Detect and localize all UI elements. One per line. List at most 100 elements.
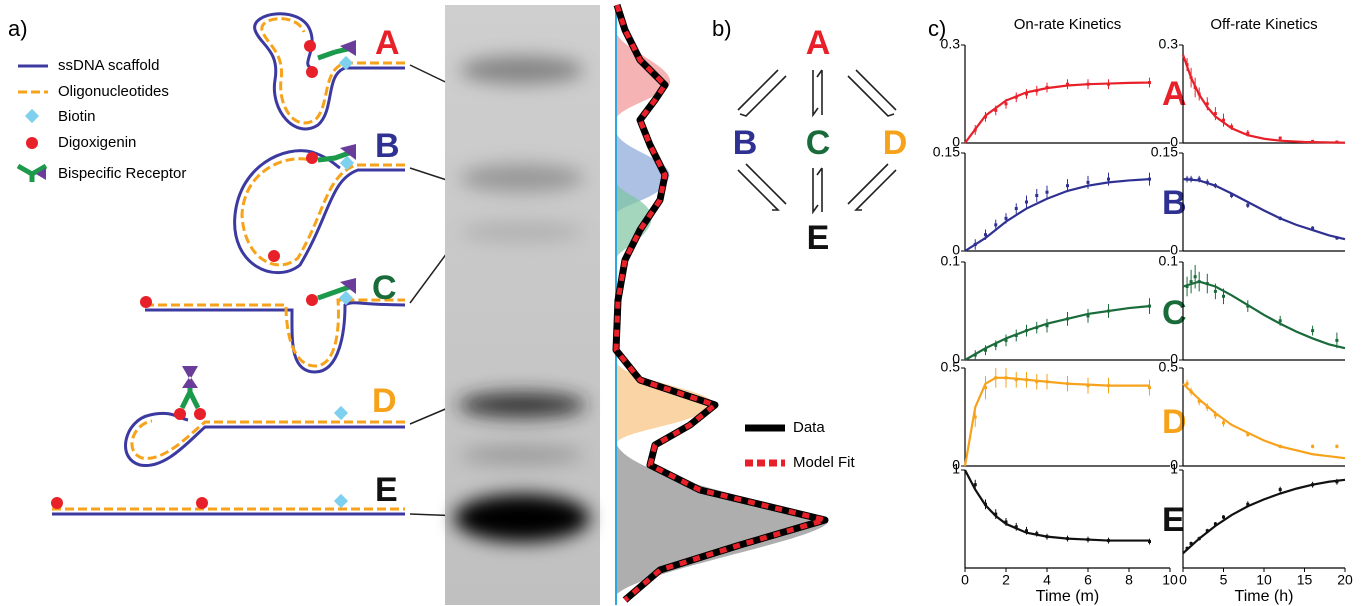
data-point [1005, 217, 1008, 220]
legend-label: Bispecific Receptor [58, 165, 186, 182]
legend-label: Digoxigenin [58, 134, 136, 151]
data-point [1066, 317, 1069, 320]
digoxigenin [174, 408, 186, 420]
species-label: C [372, 269, 397, 307]
data-point [1087, 83, 1090, 86]
data-point [994, 109, 997, 112]
data-point [1087, 314, 1090, 317]
species-label: E [1162, 501, 1185, 539]
fit-line [1183, 384, 1345, 458]
intensity-profile: Data Model Fit [616, 5, 856, 605]
data-point [1222, 295, 1225, 298]
data-point [1025, 93, 1028, 96]
data-point [1279, 445, 1282, 448]
data-point [1214, 522, 1217, 525]
data-point [1222, 421, 1225, 424]
data-point [1246, 433, 1249, 436]
data-point [1025, 329, 1028, 332]
data-point [1198, 280, 1201, 283]
data-point [1279, 217, 1282, 220]
data-point [1214, 290, 1217, 293]
data-point [974, 128, 977, 131]
data-point [1148, 540, 1151, 543]
data-point [974, 243, 977, 246]
data-point [1335, 445, 1338, 448]
data-point [1186, 285, 1189, 288]
equilibrium-arrow [813, 168, 822, 212]
data-point [1206, 406, 1209, 409]
data-point [1066, 83, 1069, 86]
species-label: E [807, 219, 830, 257]
data-point [1107, 178, 1110, 181]
data-point [1198, 93, 1201, 96]
legend-label: ssDNA scaffold [58, 57, 159, 74]
data-point [1066, 537, 1069, 540]
x-tick-label: 10 [1162, 572, 1178, 588]
data-point [1046, 380, 1049, 383]
reaction-scheme: A B C D E [733, 24, 908, 257]
x-tick-label: 5 [1220, 572, 1228, 588]
data-point [1335, 480, 1338, 483]
data-point [1246, 132, 1249, 135]
data-point [984, 503, 987, 506]
data-point [1186, 547, 1189, 550]
data-point [1214, 414, 1217, 417]
fit-line [1183, 179, 1345, 239]
y-tick-label: 0.1 [941, 253, 961, 269]
data-point [1194, 275, 1197, 278]
biotin [334, 494, 348, 508]
digoxigenin [194, 408, 206, 420]
receptor [182, 366, 198, 388]
data-point [1335, 141, 1338, 144]
legend-label: Model Fit [793, 454, 856, 471]
data-point [1046, 191, 1049, 194]
data-point [1035, 194, 1038, 197]
data-point [1198, 537, 1201, 540]
panel-label: a) [8, 16, 28, 41]
data-point [1025, 529, 1028, 532]
data-point [1015, 334, 1018, 337]
data-point [1311, 329, 1314, 332]
legend-swatch [25, 109, 39, 123]
digoxigenin [196, 497, 208, 509]
data-point [984, 233, 987, 236]
data-point [974, 416, 977, 419]
data-point [1190, 76, 1193, 79]
data-point [1190, 390, 1193, 393]
data-point [1246, 204, 1249, 207]
data-point [1335, 339, 1338, 342]
data-point [1035, 326, 1038, 329]
data-point [1198, 178, 1201, 181]
data-point [1107, 310, 1110, 313]
x-tick-label: 20 [1337, 572, 1353, 588]
data-point [1279, 488, 1282, 491]
data-point [1035, 532, 1038, 535]
equilibrium-arrow [848, 70, 896, 116]
data-point [1087, 538, 1090, 541]
data-point [1107, 83, 1110, 86]
data-point [1186, 382, 1189, 385]
fit-line [965, 470, 1150, 541]
gel [445, 5, 600, 605]
digoxigenin [51, 497, 63, 509]
data-point [1214, 112, 1217, 115]
x-tick-label: 10 [1256, 572, 1272, 588]
data-point [1335, 236, 1338, 239]
x-tick-label: 0 [961, 572, 969, 588]
data-point [1206, 181, 1209, 184]
y-tick-label: 0.5 [1159, 359, 1179, 375]
data-point [1190, 178, 1193, 181]
data-point [1222, 119, 1225, 122]
data-point [1246, 503, 1249, 506]
data-point [994, 376, 997, 379]
x-tick-label: 2 [1002, 572, 1010, 588]
species-label: D [883, 124, 908, 162]
legend-label: Oligonucleotides [58, 83, 169, 100]
data-point [1198, 400, 1201, 403]
digoxigenin [304, 40, 316, 52]
digoxigenin [306, 152, 318, 164]
data-point [1035, 89, 1038, 92]
x-axis-label: Time (h) [1235, 588, 1294, 605]
x-axis-label: Time (m) [1036, 588, 1099, 605]
data-point [1046, 86, 1049, 89]
